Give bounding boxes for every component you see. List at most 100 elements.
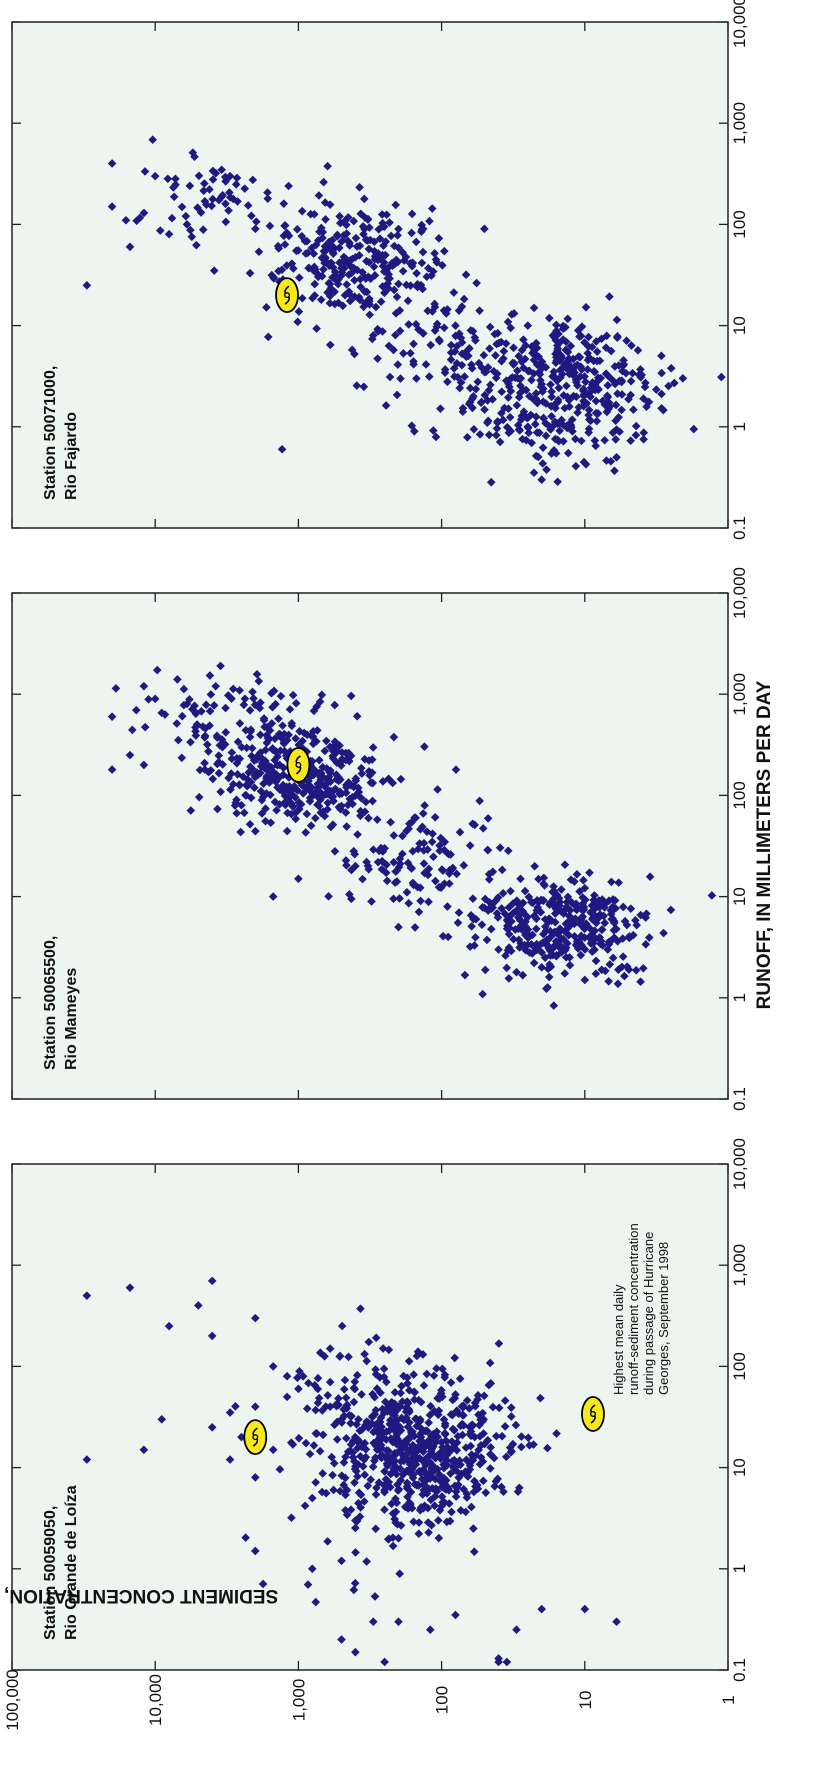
data-point (368, 796, 377, 806)
data-point (423, 1472, 433, 1482)
data-point (241, 1533, 250, 1542)
data-point (485, 322, 495, 332)
hurricane-symbol-icon (286, 747, 311, 783)
data-point (327, 258, 336, 268)
data-point (502, 924, 512, 934)
data-point (407, 228, 416, 238)
data-point (587, 342, 597, 352)
data-point (531, 924, 541, 934)
data-point (443, 377, 452, 387)
data-point (443, 932, 453, 942)
data-point (157, 1415, 167, 1424)
y-axis-title: SEDIMENT CONCENTRATION, IN MILLIGRAMS PE… (0, 1585, 278, 1606)
data-point (507, 1412, 516, 1421)
data-point (562, 357, 572, 367)
data-point (477, 363, 487, 372)
data-point (280, 221, 289, 231)
data-point (288, 802, 298, 811)
data-point (525, 391, 534, 401)
data-point (572, 392, 581, 402)
data-point (516, 374, 526, 383)
data-point (409, 359, 418, 369)
data-point (430, 813, 440, 822)
data-point (204, 747, 213, 756)
data-point (334, 275, 343, 284)
data-point (392, 390, 402, 400)
data-point (302, 730, 312, 740)
data-point (369, 1427, 378, 1437)
data-point (205, 706, 215, 716)
data-point (208, 166, 218, 176)
data-point (461, 347, 471, 356)
data-point (574, 403, 584, 412)
x-tick-label: 1 (730, 1564, 749, 1573)
data-point (390, 1448, 400, 1458)
data-point (659, 928, 668, 938)
data-point (571, 461, 581, 471)
data-point (633, 345, 643, 355)
data-point (507, 1446, 516, 1456)
data-point (707, 891, 717, 900)
data-point (287, 1513, 296, 1523)
data-point (558, 944, 568, 954)
series-rio-mameyes (107, 661, 717, 1010)
data-point (437, 1437, 446, 1447)
data-point (517, 920, 526, 930)
data-point (517, 899, 526, 909)
data-point (377, 1453, 386, 1463)
data-point (583, 348, 593, 358)
data-point (274, 244, 284, 253)
data-point (519, 363, 528, 373)
data-point (493, 893, 503, 902)
data-point (465, 1422, 474, 1432)
data-point (449, 1455, 459, 1465)
data-point (612, 1617, 621, 1627)
data-point (326, 340, 335, 350)
data-point (429, 1371, 439, 1380)
data-point (421, 360, 431, 369)
data-point (233, 770, 242, 779)
data-point (538, 397, 548, 406)
data-point (566, 913, 575, 922)
data-point (242, 743, 251, 753)
axis-ticks (11, 21, 729, 1671)
data-point (174, 735, 183, 745)
data-point (495, 843, 505, 853)
data-point (442, 1460, 452, 1470)
data-point (540, 915, 550, 924)
data-point (536, 896, 546, 905)
data-point (150, 694, 160, 704)
data-point (335, 258, 344, 267)
data-point (377, 1432, 387, 1442)
data-point (497, 904, 506, 913)
data-point (243, 201, 253, 210)
data-point (404, 898, 414, 908)
data-point (385, 218, 394, 227)
data-point (325, 1402, 335, 1411)
data-point (436, 404, 445, 413)
data-point (348, 254, 357, 264)
data-point (430, 1406, 439, 1416)
data-point (233, 737, 243, 747)
data-point (430, 249, 439, 258)
data-point (363, 214, 373, 224)
data-point (678, 374, 688, 383)
data-point (349, 1397, 359, 1407)
data-point (464, 399, 474, 409)
data-point (389, 285, 399, 295)
data-point (608, 428, 618, 437)
data-point (544, 313, 554, 323)
data-point (314, 191, 324, 200)
data-point (380, 1657, 389, 1667)
data-point (471, 384, 481, 394)
data-point (291, 734, 300, 743)
data-point (163, 174, 173, 184)
data-point (503, 393, 513, 402)
data-point (371, 1490, 381, 1499)
data-point (261, 804, 270, 813)
data-point (424, 897, 433, 907)
data-point (541, 418, 550, 428)
data-point (139, 208, 149, 218)
data-point (403, 296, 413, 306)
data-point (377, 1422, 386, 1432)
